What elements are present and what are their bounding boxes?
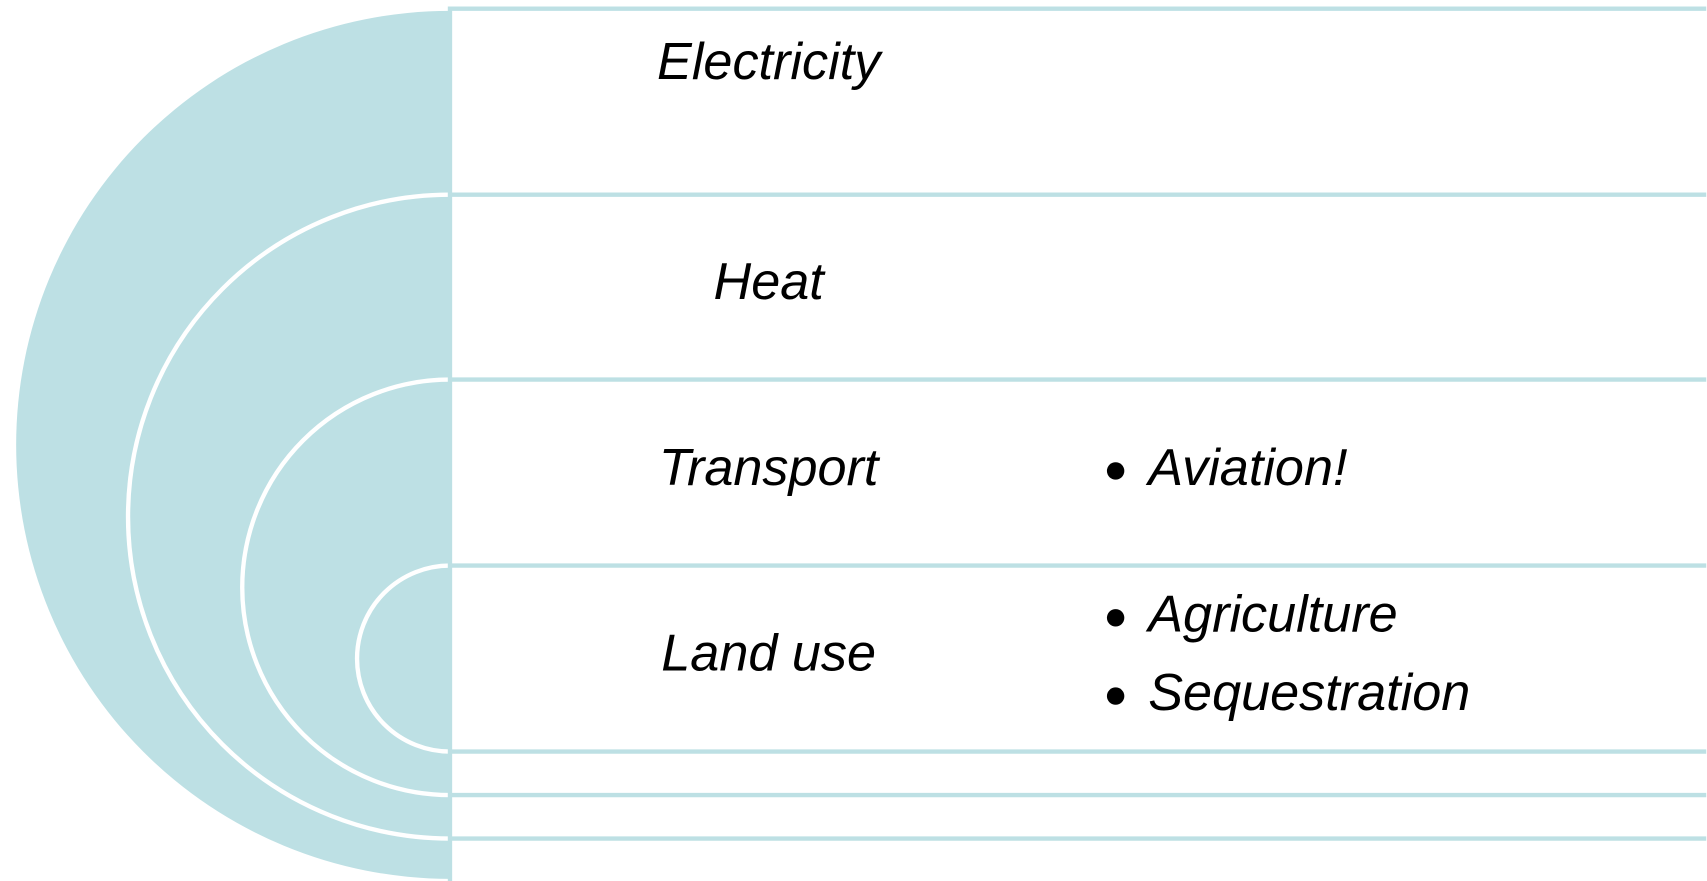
bullet-text: Agriculture xyxy=(1145,586,1397,644)
bullet-dot xyxy=(1106,687,1125,705)
arc xyxy=(125,192,450,841)
arc xyxy=(354,563,450,754)
bullet-text: Aviation! xyxy=(1145,439,1347,497)
row-label: Transport xyxy=(659,439,881,497)
arcs xyxy=(16,10,450,879)
row-label: Heat xyxy=(714,253,827,311)
row-label: Electricity xyxy=(657,33,883,91)
arc xyxy=(240,377,450,798)
row-lines xyxy=(447,6,1707,881)
bullet-dot xyxy=(1106,609,1125,627)
row-label: Land use xyxy=(661,625,876,683)
bullet-text: Sequestration xyxy=(1148,664,1470,722)
bullet-dot xyxy=(1106,462,1125,480)
outer-arc xyxy=(16,10,450,879)
